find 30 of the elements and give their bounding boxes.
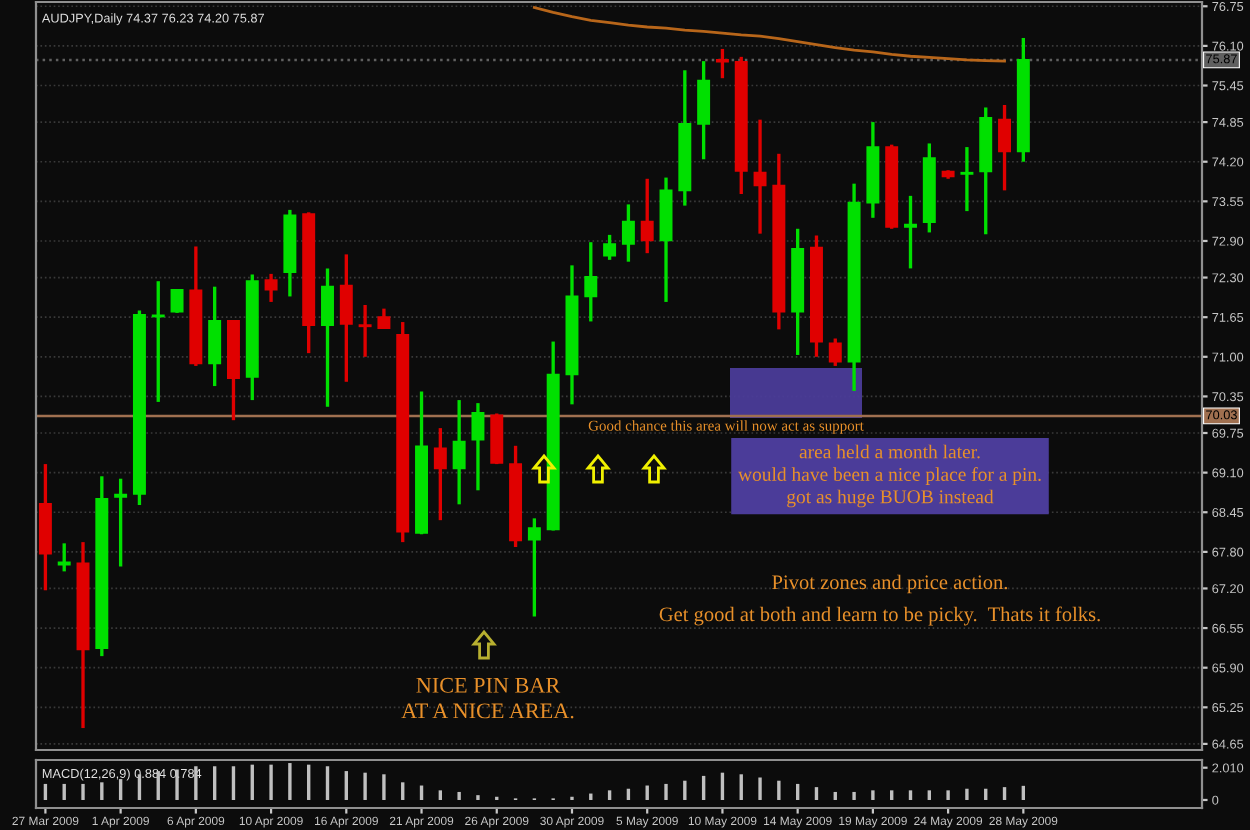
candlestick (170, 287, 184, 315)
candlestick (584, 240, 598, 324)
candlestick (264, 272, 278, 304)
line-series (532, 6, 1006, 63)
candlestick (433, 426, 447, 522)
annotation: Get good at both and learn to be picky. Thats it folks. (659, 606, 1100, 626)
candlestick (960, 145, 974, 213)
candlestick (452, 398, 466, 506)
candlestick (715, 47, 729, 80)
candlestick (490, 411, 504, 466)
candlestick (828, 336, 842, 368)
annotation: area held a month later. would have been a nice place for a pin. got as huge BUOB instead (738, 444, 1041, 508)
candlestick (621, 202, 635, 264)
candlestick (114, 477, 128, 569)
candlestick (640, 177, 654, 255)
candlestick (358, 303, 372, 359)
annotation: Pivot zones and price action. (772, 574, 1008, 594)
candlestick (527, 516, 541, 619)
candlestick (904, 194, 917, 271)
candlestick (471, 401, 485, 492)
candlestick (339, 252, 353, 384)
candlestick (753, 117, 767, 236)
candlestick (998, 103, 1012, 193)
candlestick (321, 266, 334, 409)
annotation: NICE PIN BAR AT A NICE AREA. (401, 677, 574, 719)
candlestick (57, 541, 71, 574)
candlestick (208, 285, 222, 388)
candlestick (377, 306, 391, 331)
candlestick (603, 233, 617, 262)
candlestick (697, 59, 711, 161)
